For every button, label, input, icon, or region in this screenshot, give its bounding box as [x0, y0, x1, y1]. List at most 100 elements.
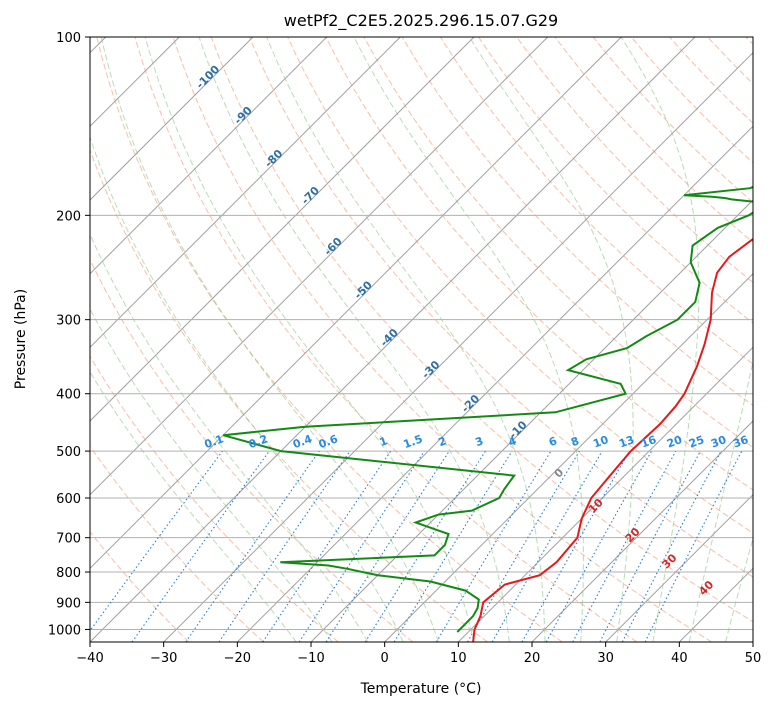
mixing-ratio-label: 0.2: [247, 432, 270, 451]
wet-bulb-label: 10: [586, 496, 606, 516]
dry-adiabat-line: [401, 37, 753, 407]
mixing-ratio-label: 1.5: [402, 432, 425, 451]
x-axis-label: Temperature (°C): [360, 681, 482, 697]
x-tick-label: 20: [524, 651, 541, 666]
mixing-ratio-line: [298, 450, 425, 642]
mixing-ratio-label: 8: [569, 434, 581, 449]
dry-adiabat-line: [90, 148, 488, 642]
moist-adiabat-line: [90, 135, 404, 642]
isotherm-line: [90, 37, 549, 496]
moist-adiabat-line: [100, 37, 439, 642]
y-tick-label: 400: [56, 388, 81, 403]
isotherm-line: [605, 493, 753, 642]
moist-adiabat-line: [90, 232, 369, 642]
y-tick-label: 100: [56, 31, 81, 46]
isotherm-label: -40: [378, 326, 401, 349]
y-tick-label: 800: [56, 566, 81, 581]
dry-adiabat-line: [249, 37, 753, 578]
mixing-ratio-line: [218, 450, 351, 642]
mixing-ratio-line: [393, 450, 513, 642]
isotherm-line: [90, 37, 622, 570]
isotherm-line: [752, 641, 753, 642]
dry-adiabat-line: [745, 37, 753, 46]
temperature-line: [472, 237, 753, 642]
series-layer: [222, 185, 753, 642]
moist-adiabat-line: [688, 358, 753, 642]
isotherm-line: [90, 37, 401, 349]
y-tick-label: 600: [56, 492, 81, 507]
mixing-ratio-label: 25: [687, 433, 706, 450]
x-tick-label: −20: [224, 651, 251, 666]
moist-adiabat-line: [90, 370, 297, 642]
isotherm-line: [90, 37, 254, 201]
mixing-ratio-label: 3: [473, 434, 485, 449]
x-tick-label: 50: [745, 651, 762, 666]
mixing-ratio-label: 13: [617, 433, 636, 450]
dry-adiabat-line: [325, 37, 753, 491]
chart-title: wetPf2_C2E5.2025.296.15.07.G29: [284, 11, 558, 31]
y-tick-label: 300: [56, 314, 81, 329]
mixing-ratio-label: 16: [639, 433, 658, 451]
x-tick-label: 0: [381, 651, 389, 666]
y-tick-label: 500: [56, 445, 81, 460]
label-layer: -100-90-80-70-60-50-40-30-20-100.1 0.2 0.4…: [194, 63, 751, 599]
isotherm-label: -80: [262, 147, 285, 170]
dry-adiabat-line: [210, 37, 753, 623]
isotherm-label: -20: [459, 392, 482, 415]
isotherm-line: [457, 346, 753, 642]
x-tick-label: 30: [597, 651, 614, 666]
mixing-ratio-label: 4: [507, 434, 519, 449]
mixing-ratio-label: 0.4: [291, 432, 314, 451]
y-tick-label: 900: [56, 596, 81, 611]
moist-adiabat-line: [725, 536, 753, 642]
isotherm-line: [90, 37, 696, 642]
isotherm-line: [163, 51, 753, 642]
isotherm-label: -60: [322, 235, 345, 258]
mixing-ratio-label: 2: [437, 434, 449, 449]
x-tick-label: 10: [450, 651, 467, 666]
mixing-ratio-label: 30: [709, 433, 728, 451]
isotherm-label: -50: [352, 278, 375, 301]
x-tick-label: −30: [150, 651, 177, 666]
mixing-ratio-line: [131, 450, 270, 642]
mixing-ratio-line: [572, 450, 677, 642]
isotherm-line: [90, 37, 475, 422]
dry-adiabat-line: [134, 37, 638, 642]
mixing-ratio-label: 20: [665, 433, 684, 451]
dry-adiabat-line: [669, 37, 753, 124]
y-tick-label: 700: [56, 532, 81, 547]
dry-adiabat-line: [90, 258, 414, 642]
plot-frame: [89, 36, 754, 643]
x-tick-label: 40: [671, 651, 688, 666]
moist-adiabat-line: [90, 308, 333, 642]
y-axis-ticks: 100 200 300 400 500 600 700 800 900 1000: [48, 31, 90, 638]
x-axis-ticks: −40 −30 −20 −10 0 10 20 30 40 50: [76, 642, 761, 666]
isotherm-label: -30: [419, 358, 442, 381]
dry-adiabat-line: [439, 37, 753, 365]
isotherm-line: [384, 272, 753, 642]
mixing-ratio-label: 0.1: [203, 432, 226, 451]
isotherm-line: [90, 37, 328, 275]
isotherm-line: [531, 420, 753, 642]
isotherm-label: -70: [299, 184, 322, 207]
mixing-ratio-label: 0.6: [317, 432, 340, 451]
mixing-ratio-label: 1: [378, 434, 390, 449]
moist-adiabat-line: [198, 37, 510, 642]
x-tick-label: −10: [297, 651, 324, 666]
isotherm-line: [310, 199, 753, 642]
mixing-ratio-line: [521, 450, 630, 642]
dry-adiabat-line: [90, 445, 264, 642]
dry-adiabat-line: [287, 37, 753, 534]
mixing-ratio-line: [262, 450, 392, 642]
moist-adiabat-line: [144, 37, 475, 642]
dry-adiabat-line: [554, 37, 753, 243]
mixing-ratio-line: [325, 450, 450, 642]
dry-adiabat-line: [592, 37, 753, 204]
mixing-ratio-line: [545, 450, 653, 642]
x-tick-label: −40: [76, 651, 103, 666]
mixing-ratio-label: 10: [591, 433, 610, 451]
moist-adiabat-line: [266, 37, 546, 642]
dry-adiabat-line: [363, 37, 753, 448]
isotherm-line: [236, 125, 753, 642]
